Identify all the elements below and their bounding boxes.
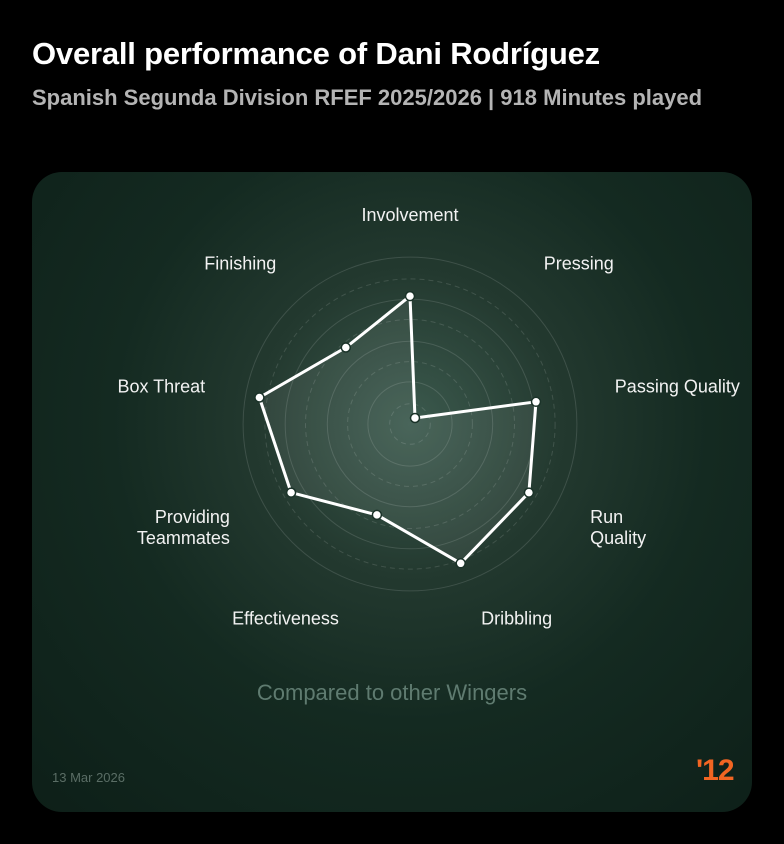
radar-point-box-threat — [254, 392, 265, 403]
axis-label-effectiveness: Effectiveness — [232, 608, 339, 628]
axis-label-providing-teammates: Providing Teammates — [137, 507, 230, 548]
axis-label-run-quality: Run Quality — [590, 507, 646, 548]
grid-ring — [305, 319, 515, 529]
grid-ring — [367, 381, 453, 467]
grid-ring — [264, 278, 556, 570]
radar-point-passing-quality — [530, 396, 542, 408]
radar-point-effectiveness — [371, 509, 383, 521]
brand-logo: '12 — [696, 754, 735, 787]
comparison-note: Compared to other Wingers — [256, 680, 528, 705]
radar-series — [254, 290, 542, 569]
radar-point-run-quality — [523, 487, 535, 498]
radar-point-finishing — [340, 342, 352, 353]
radar-chart: Involvement Pressing Passing Quality Run Qua… — [117, 205, 739, 629]
grid-ring — [347, 361, 473, 487]
chart-subtitle: Spanish Segunda Division RFEF 2025/2026 … — [32, 85, 703, 110]
radar-point-dribbling — [455, 558, 466, 569]
axis-label-box-threat: Box Threat — [117, 377, 205, 397]
date-stamp: 13 Mar 2026 — [52, 770, 125, 785]
axis-label-dribbling: Dribbling — [481, 608, 552, 628]
axis-label-finishing: Finishing — [204, 253, 276, 273]
radar-polygon — [257, 294, 538, 565]
radar-point-pressing — [409, 412, 421, 424]
chart-title: Overall performance of Dani Rodríguez — [32, 36, 600, 71]
grid-ring — [326, 340, 494, 508]
axis-label-pressing: Pressing — [544, 253, 614, 273]
axis-label-passing-quality: Passing Quality — [615, 377, 740, 397]
axis-labels: Involvement Pressing Passing Quality Run Qua… — [117, 205, 739, 629]
radar-point-providing-teammates — [285, 487, 297, 498]
chart-card: Involvement Pressing Passing Quality Run Qua… — [32, 172, 752, 812]
grid-ring — [242, 256, 578, 592]
axis-label-involvement: Involvement — [361, 205, 458, 225]
grid-ring — [389, 403, 431, 445]
radar-point-involvement — [404, 290, 416, 302]
